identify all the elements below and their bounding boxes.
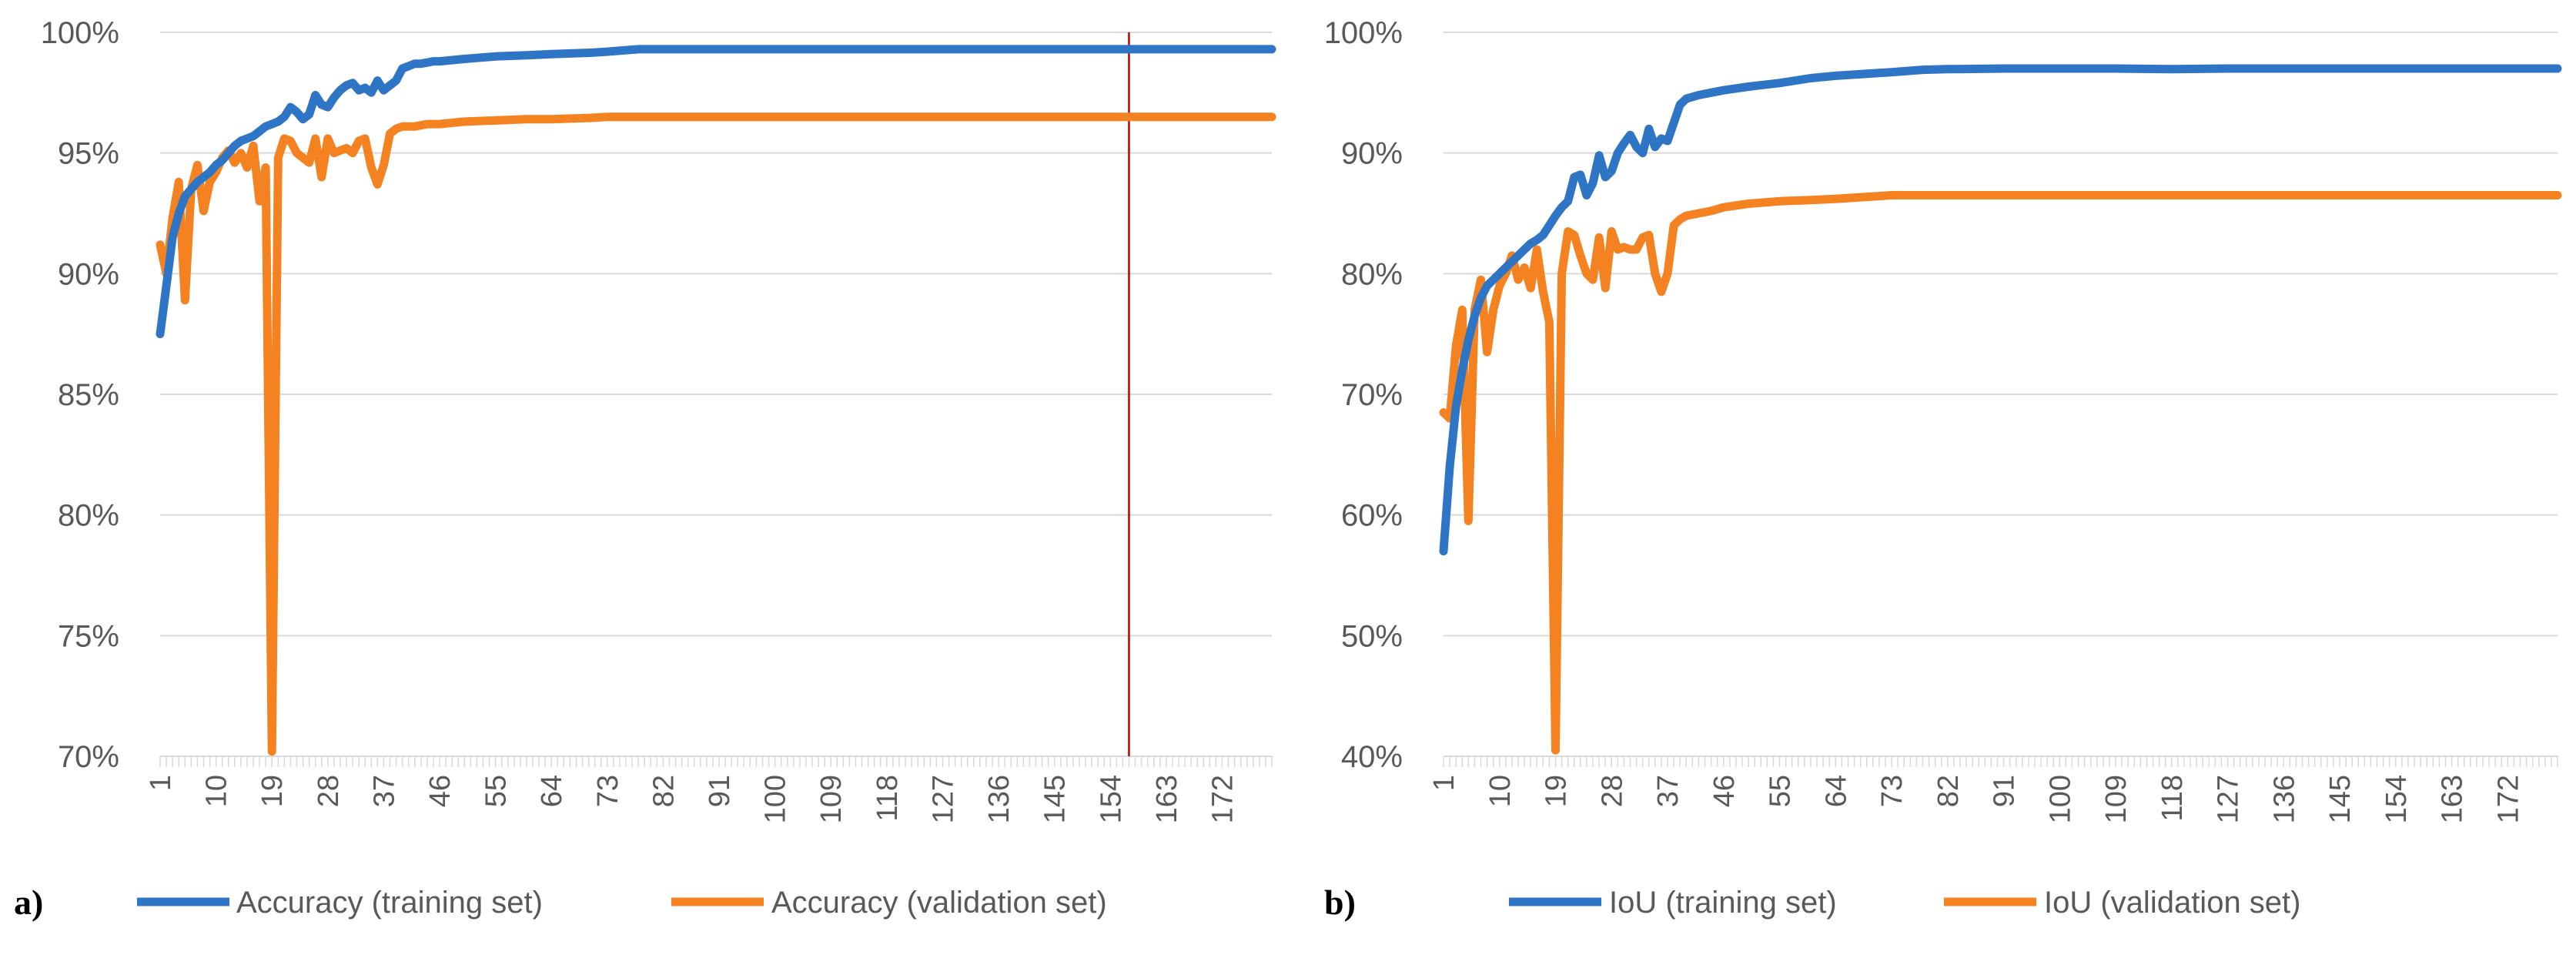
chart-1-x-tick-label-19: 172	[2492, 775, 2524, 823]
chart-1-x-tick-label-18: 163	[2437, 775, 2469, 823]
chart-1-y-tick-label-2: 80%	[1341, 257, 1403, 291]
panel-a-chart: 100% 95% 90% 85% 80% 75% 70% 1 10 19 28 37 46 55 64 73 8…	[14, 16, 1276, 922]
chart-0-x-tick-label-5: 46	[424, 775, 457, 807]
chart-1-panel-label: b)	[1324, 883, 1356, 922]
chart-0-y-tick-label-2: 90%	[58, 257, 119, 291]
chart-1-y-tick-label-5: 50%	[1341, 619, 1403, 653]
chart-1-x-tick-label-3: 28	[1596, 775, 1628, 807]
chart-1-x-tick-label-10: 91	[1989, 775, 2021, 807]
panel-b-chart: 100% 90% 80% 70% 60% 50% 40% 1 10 19 28 37 46 55 64 73 8…	[1324, 16, 2562, 922]
chart-1-x-tick-label-0: 1	[1428, 775, 1460, 791]
chart-0-x-tick-label-6: 55	[480, 775, 513, 807]
chart-0-x-tick-label-4: 37	[368, 775, 400, 807]
chart-0-x-tick-label-11: 100	[760, 775, 792, 823]
chart-0-x-tick-label-17: 154	[1095, 775, 1127, 823]
chart-0-panel-label: a)	[14, 883, 43, 922]
chart-0-y-tick-label-5: 75%	[58, 619, 119, 653]
chart-0-y-tick-label-4: 80%	[58, 499, 119, 533]
chart-0-x-tick-label-14: 127	[927, 775, 959, 823]
chart-1-x-tick-label-5: 46	[1708, 775, 1741, 807]
chart-1-series-line-validation	[1439, 191, 2562, 755]
chart-1-x-tick-label-2: 19	[1541, 775, 1573, 807]
chart-0-x-tick-label-18: 163	[1151, 775, 1183, 823]
chart-1-x-tick-label-1: 10	[1484, 775, 1517, 807]
chart-1-x-tick-label-9: 82	[1932, 775, 1965, 807]
chart-1-x-tick-label-11: 100	[2044, 775, 2076, 823]
chart-0-x-tick-label-15: 136	[983, 775, 1015, 823]
chart-1-x-tick-label-14: 127	[2213, 775, 2245, 823]
chart-1-x-tick-label-8: 73	[1876, 775, 1909, 807]
chart-1-legend-label-training: IoU (training set)	[1609, 886, 1837, 920]
chart-1-y-tick-label-1: 90%	[1341, 137, 1403, 171]
chart-0-series-line-validation	[156, 112, 1276, 756]
chart-1-x-tick-label-16: 145	[2324, 775, 2357, 823]
chart-1-x-tick-label-13: 118	[2156, 775, 2189, 822]
chart-0-x-tick-label-2: 19	[256, 775, 289, 807]
chart-0-legend-label-training: Accuracy (training set)	[236, 886, 543, 920]
chart-0-x-tick-label-10: 91	[704, 775, 736, 807]
chart-0-y-tick-label-3: 85%	[58, 378, 119, 412]
chart-1-y-tick-label-0: 100%	[1324, 16, 1403, 50]
chart-1-series-line-training	[1439, 64, 2562, 556]
chart-1-y-tick-label-3: 70%	[1341, 378, 1403, 412]
chart-1-x-tick-label-12: 109	[2100, 775, 2133, 823]
chart-0-x-tick-label-8: 73	[592, 775, 624, 807]
chart-0-x-tick-label-1: 10	[201, 775, 233, 807]
chart-0-y-tick-label-0: 100%	[41, 16, 119, 50]
chart-0-y-tick-label-6: 70%	[58, 740, 119, 774]
chart-1-x-tick-label-15: 136	[2268, 775, 2300, 823]
chart-0-y-tick-label-1: 95%	[58, 137, 119, 171]
chart-1-x-tick-label-7: 64	[1820, 775, 1852, 807]
chart-0-x-tick-label-3: 28	[313, 775, 345, 807]
chart-0-x-tick-label-9: 82	[647, 775, 680, 807]
chart-1-x-tick-label-6: 55	[1765, 775, 1797, 807]
chart-0-x-tick-label-13: 118	[871, 775, 904, 822]
chart-1-x-tick-label-4: 37	[1652, 775, 1684, 807]
chart-0-x-tick-label-12: 109	[815, 775, 848, 823]
chart-0-series-line-training	[156, 45, 1276, 339]
chart-1-legend-label-validation: IoU (validation set)	[2044, 886, 2300, 920]
chart-0-x-tick-label-0: 1	[145, 775, 177, 791]
chart-0-x-tick-label-19: 172	[1206, 775, 1239, 823]
chart-0-x-tick-label-7: 64	[536, 775, 568, 807]
chart-0-x-tick-label-16: 145	[1039, 775, 1072, 823]
chart-0-legend-label-validation: Accuracy (validation set)	[771, 886, 1107, 920]
chart-1-x-tick-label-17: 154	[2380, 775, 2413, 823]
chart-1-y-tick-label-6: 40%	[1341, 740, 1403, 774]
chart-1-y-tick-label-4: 60%	[1341, 499, 1403, 533]
